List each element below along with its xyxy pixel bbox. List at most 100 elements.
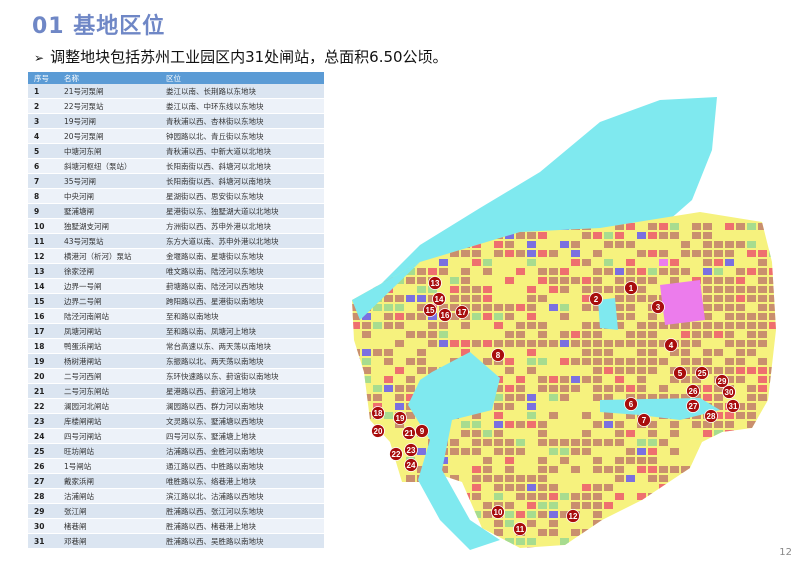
subtitle: ➢ 调整地块包括苏州工业园区内31处闸站，总面积6.50公顷。 <box>34 46 448 67</box>
cell-name: 21号河泵闸 <box>58 84 160 99</box>
land-block <box>703 259 712 266</box>
station-marker-29[interactable]: 29 <box>715 374 729 388</box>
station-marker-31[interactable]: 31 <box>726 399 740 413</box>
land-block <box>395 232 404 239</box>
land-block <box>758 484 767 491</box>
land-block <box>384 493 393 500</box>
land-block <box>472 493 481 500</box>
land-block <box>352 439 360 446</box>
marker-label: 4 <box>669 341 674 350</box>
land-block <box>593 358 602 365</box>
land-block <box>538 358 547 365</box>
land-block <box>648 502 657 509</box>
station-marker-30[interactable]: 30 <box>722 385 736 399</box>
marker-circle <box>624 281 638 295</box>
land-block <box>615 430 624 437</box>
land-block <box>637 322 646 329</box>
station-marker-23[interactable]: 23 <box>404 443 418 457</box>
station-marker-5[interactable]: 5 <box>673 366 687 380</box>
station-marker-28[interactable]: 28 <box>704 409 718 423</box>
land-block <box>527 259 536 266</box>
land-block <box>472 295 481 302</box>
station-marker-6[interactable]: 6 <box>624 397 638 411</box>
land-block <box>450 340 459 347</box>
station-marker-13[interactable]: 13 <box>428 276 442 290</box>
land-block <box>670 376 679 383</box>
land-block <box>593 529 602 536</box>
land-block <box>725 286 734 293</box>
station-marker-8[interactable]: 8 <box>491 348 505 362</box>
cell-loc: 长阳南街以西、斜塘河以南地块 <box>160 173 324 189</box>
land-block <box>395 313 404 320</box>
table-row: 5 中塘河东闸 青秋浦以西、中新大道以北地块 <box>28 143 324 159</box>
station-marker-11[interactable]: 11 <box>513 522 527 536</box>
station-marker-1[interactable]: 1 <box>624 281 638 295</box>
station-marker-10[interactable]: 10 <box>491 505 505 519</box>
land-block <box>780 313 789 320</box>
land-block <box>472 475 481 482</box>
land-block <box>736 349 745 356</box>
station-marker-14[interactable]: 14 <box>432 292 446 306</box>
land-block <box>758 466 767 473</box>
station-marker-7[interactable]: 7 <box>637 413 651 427</box>
table-row: 10 独墅湖支河闸 方洲街以西、苏申外港以北地块 <box>28 218 324 234</box>
station-marker-26[interactable]: 26 <box>686 384 700 398</box>
table-row: 29 张江闸 胜浦路以西、张江河以东地块 <box>28 503 324 519</box>
station-marker-24[interactable]: 24 <box>404 458 418 472</box>
station-marker-2[interactable]: 2 <box>589 292 603 306</box>
station-marker-9[interactable]: 9 <box>415 424 429 438</box>
station-marker-20[interactable]: 20 <box>371 424 385 438</box>
land-block <box>736 376 745 383</box>
land-block <box>505 232 514 239</box>
land-block <box>450 250 459 257</box>
station-marker-22[interactable]: 22 <box>389 447 403 461</box>
station-marker-17[interactable]: 17 <box>455 305 469 319</box>
cell-loc: 长阳南街以西、斜塘河以北地块 <box>160 158 324 174</box>
land-block <box>758 304 767 311</box>
land-block <box>560 286 569 293</box>
station-marker-15[interactable]: 15 <box>423 303 437 317</box>
land-block <box>352 232 360 239</box>
land-block <box>670 529 679 536</box>
land-block <box>494 241 503 248</box>
land-block <box>560 331 569 338</box>
cell-name: 旺坊闸站 <box>58 443 160 459</box>
station-marker-4[interactable]: 4 <box>664 338 678 352</box>
table-row: 28 沽浦闸站 滨江路以北、沽浦路以西地块 <box>28 488 324 504</box>
station-marker-27[interactable]: 27 <box>686 399 700 413</box>
station-marker-16[interactable]: 16 <box>438 308 452 322</box>
cell-no: 8 <box>28 188 58 204</box>
land-block <box>637 547 646 548</box>
land-block <box>582 286 591 293</box>
land-block <box>637 295 646 302</box>
marker-circle <box>428 276 442 290</box>
land-block <box>406 394 415 401</box>
land-block <box>516 376 525 383</box>
station-marker-25[interactable]: 25 <box>695 366 709 380</box>
land-block <box>648 313 657 320</box>
land-block <box>352 367 360 374</box>
marker-label: 8 <box>496 351 501 360</box>
station-marker-19[interactable]: 19 <box>393 411 407 425</box>
station-marker-12[interactable]: 12 <box>566 509 580 523</box>
table-row: 19 杨树港闸站 东振路以北、两天荡以南地块 <box>28 353 324 369</box>
station-marker-3[interactable]: 3 <box>651 300 665 314</box>
land-block <box>648 223 657 230</box>
land-block <box>527 520 536 527</box>
cell-loc: 星湖街以西、思安街以东地块 <box>160 188 324 204</box>
land-block <box>384 466 393 473</box>
station-marker-18[interactable]: 18 <box>371 406 385 420</box>
cell-loc: 星港街以东、独墅湖大道以北地块 <box>160 203 324 219</box>
station-marker-21[interactable]: 21 <box>402 426 416 440</box>
land-block <box>769 313 776 320</box>
cell-no: 17 <box>28 323 58 339</box>
land-block <box>582 448 591 455</box>
land-block <box>494 385 503 392</box>
cell-loc: 四号河以东、墅浦塘上地块 <box>160 428 324 444</box>
land-block <box>626 340 635 347</box>
land-block <box>714 241 723 248</box>
land-block <box>384 313 393 320</box>
land-block <box>780 358 789 365</box>
land-block <box>384 376 393 383</box>
table-row: 4 20号河泵闸 钟园路以北、青丘街以东地块 <box>28 128 324 144</box>
